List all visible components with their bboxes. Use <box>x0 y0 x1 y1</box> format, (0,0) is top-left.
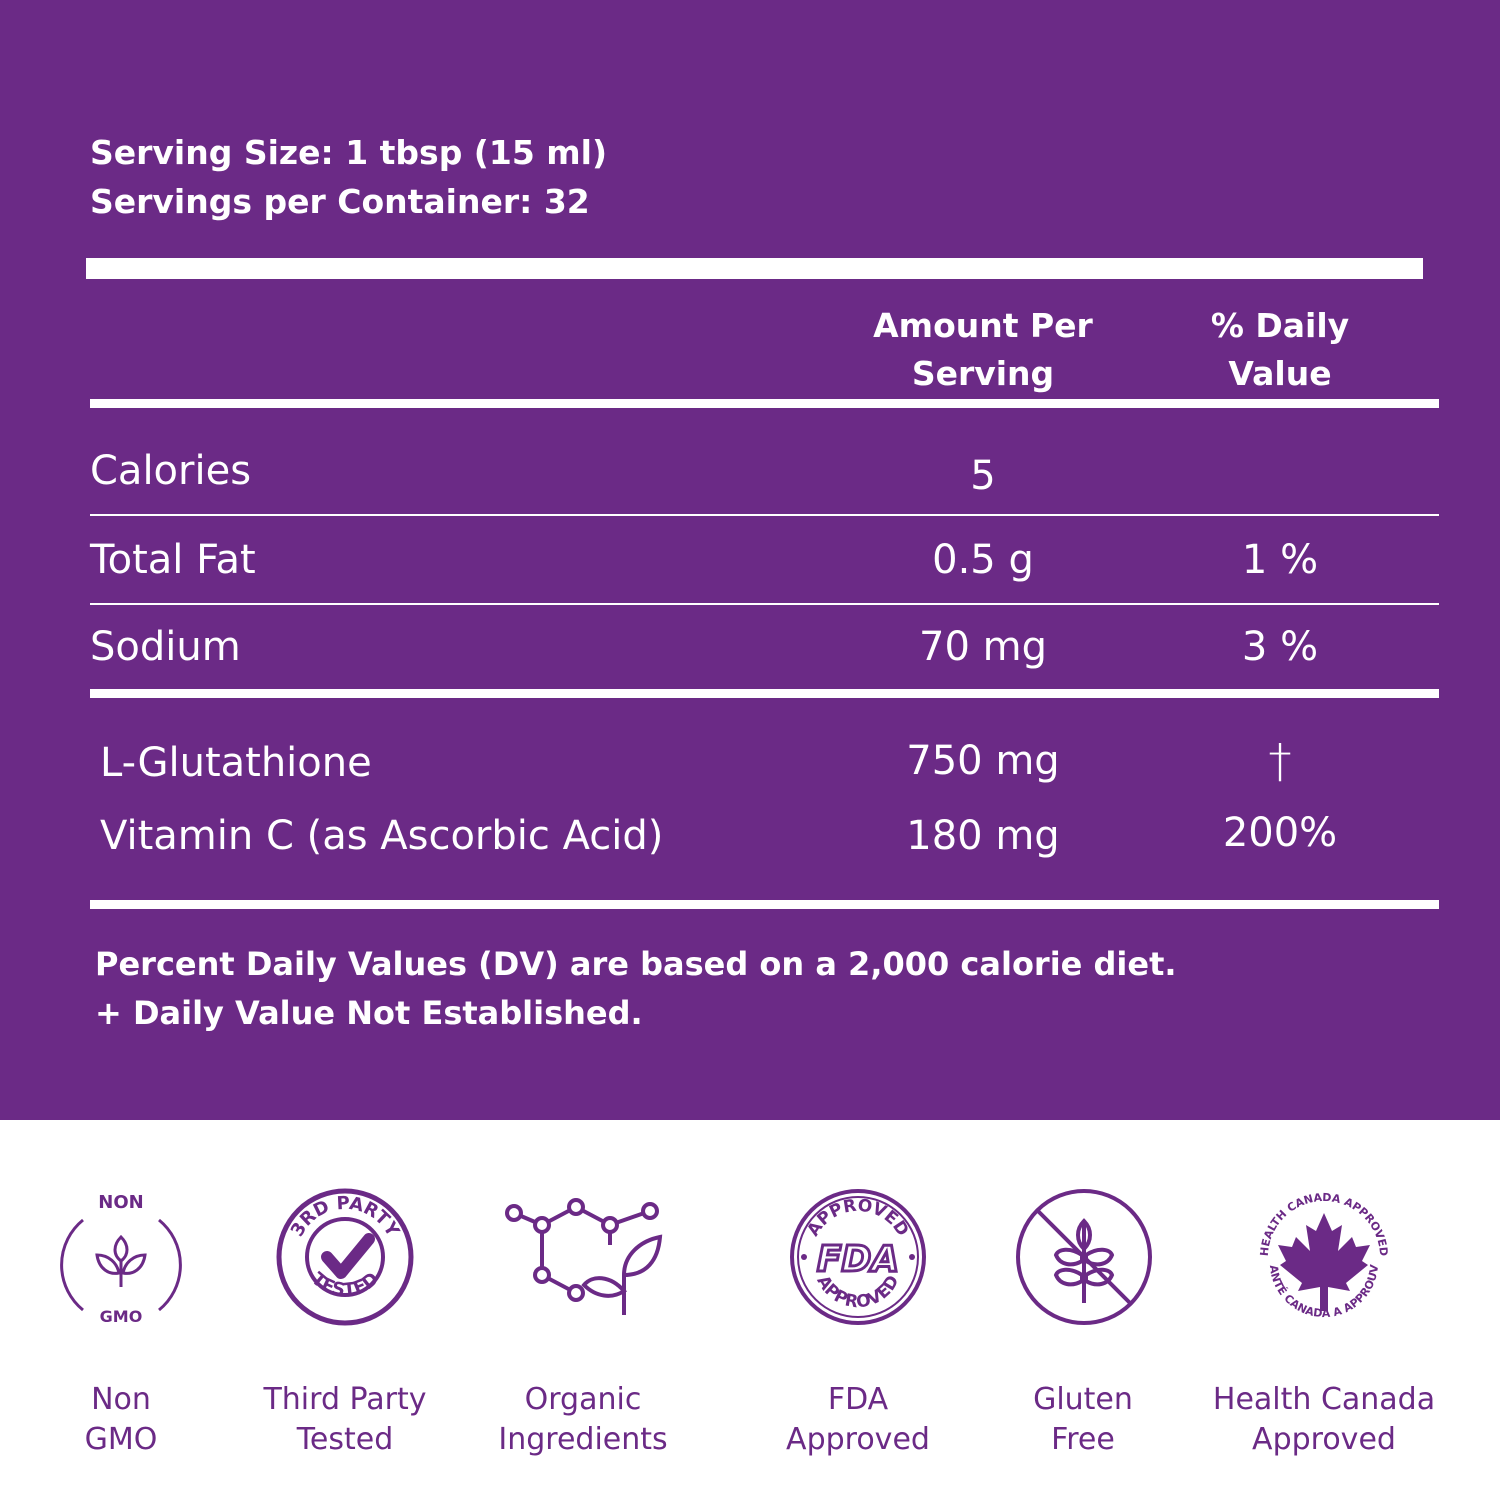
row-glutathione-name: L-Glutathione <box>100 740 372 786</box>
row-sodium-dv: 3 % <box>1241 624 1319 670</box>
section-rule <box>90 689 1439 698</box>
svg-text:GMO: GMO <box>100 1307 143 1326</box>
badge-health-canada-label: Health Canada Approved <box>1212 1382 1436 1457</box>
badge-non-gmo-label: Non GMO <box>84 1382 158 1457</box>
fda-approved-icon: APPROVED APPROVED FDA <box>790 1189 926 1325</box>
footnote-dv: Percent Daily Values (DV) are based on a… <box>95 945 1177 983</box>
organic-molecule-leaf-icon <box>505 1198 663 1315</box>
row-divider <box>90 514 1439 516</box>
row-calories-amount: 5 <box>970 453 996 499</box>
column-header-amount: Amount Per Serving <box>873 306 1093 393</box>
third-party-tested-icon: 3RD PARTY TESTED <box>276 1188 414 1326</box>
svg-text:NON: NON <box>98 1192 143 1213</box>
row-glutathione-amount: 750 mg <box>906 738 1060 784</box>
row-vitamin-c-dv: 200% <box>1222 810 1338 856</box>
servings-per-container: Servings per Container: 32 <box>90 182 590 221</box>
footnote-not-established: + Daily Value Not Established. <box>95 994 643 1032</box>
badge-gluten-free-label: Gluten Free <box>1033 1382 1133 1457</box>
bottom-rule <box>90 900 1439 909</box>
svg-text:FDA: FDA <box>817 1239 899 1280</box>
badge-health-canada: HEALTH CANADA APPROVED SANTÉ CANADA A AP… <box>1250 1165 1394 1339</box>
svg-text:3RD PARTY: 3RD PARTY <box>287 1193 404 1241</box>
badge-third-party-label: Third Party Tested <box>263 1382 427 1457</box>
row-glutathione-dv: † <box>1268 734 1292 788</box>
serving-size: Serving Size: 1 tbsp (15 ml) <box>90 133 608 172</box>
row-divider <box>90 603 1439 605</box>
row-sodium-amount: 70 mg <box>919 624 1047 670</box>
badge-non-gmo: NON GMO <box>55 1175 187 1339</box>
badge-fda-label: FDA Approved <box>786 1382 930 1457</box>
gluten-free-wheat-icon <box>1016 1189 1152 1325</box>
badge-organic <box>500 1175 665 1339</box>
badge-fda: APPROVED APPROVED FDA <box>790 1175 926 1339</box>
row-total-fat-amount: 0.5 g <box>932 537 1034 583</box>
header-rule <box>90 399 1439 408</box>
row-total-fat-name: Total Fat <box>90 537 256 583</box>
nutrition-panel: Serving Size: 1 tbsp (15 ml) Servings pe… <box>0 0 1500 1120</box>
badge-gluten-free <box>1014 1175 1154 1339</box>
row-vitamin-c-name: Vitamin C (as Ascorbic Acid) <box>100 813 664 859</box>
badge-organic-label: Organic Ingredients <box>498 1382 668 1457</box>
row-calories-name: Calories <box>90 448 252 494</box>
health-canada-maple-leaf-icon: HEALTH CANADA APPROVED SANTÉ CANADA A AP… <box>1250 1165 1390 1320</box>
row-sodium-name: Sodium <box>90 624 241 670</box>
non-gmo-icon: NON GMO <box>60 1192 182 1326</box>
badge-third-party: 3RD PARTY TESTED <box>275 1175 415 1339</box>
row-vitamin-c-amount: 180 mg <box>906 813 1060 859</box>
top-thick-rule <box>86 258 1423 279</box>
column-header-daily-value: % Daily Value <box>1210 306 1350 393</box>
certification-badges: NON GMO Non GMO 3RD PARTY TESTED Third P… <box>0 1120 1500 1500</box>
row-total-fat-dv: 1 % <box>1241 537 1319 583</box>
